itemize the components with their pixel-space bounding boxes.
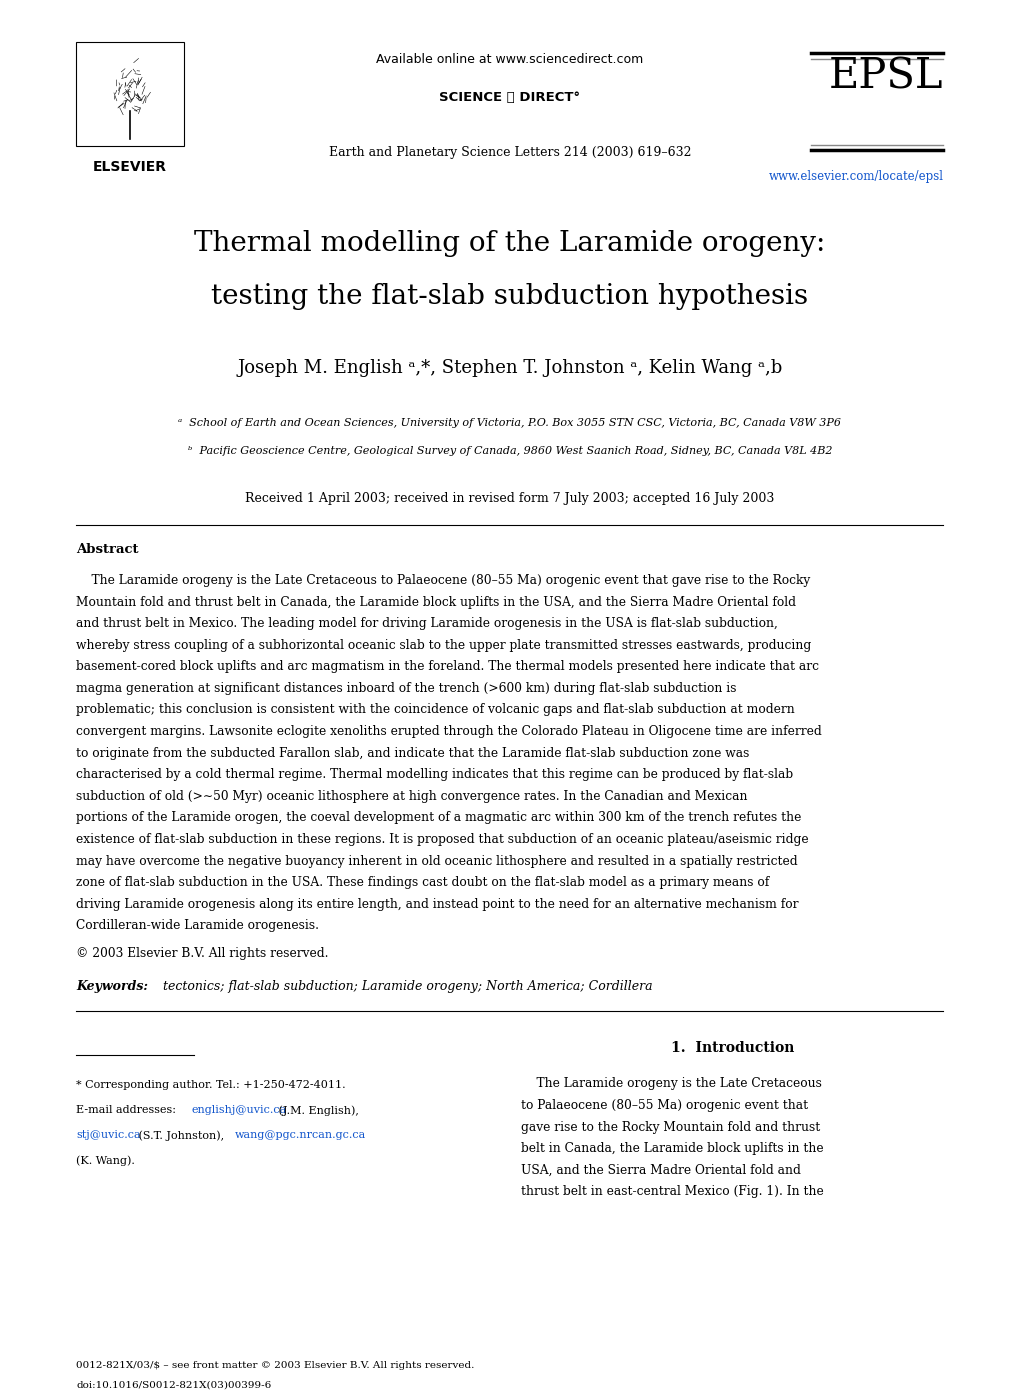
Text: and thrust belt in Mexico. The leading model for driving Laramide orogenesis in : and thrust belt in Mexico. The leading m…	[76, 617, 777, 630]
Text: Available online at www.sciencedirect.com: Available online at www.sciencedirect.co…	[376, 53, 643, 65]
Text: www.elsevier.com/locate/epsl: www.elsevier.com/locate/epsl	[767, 170, 943, 182]
Text: EPSL: EPSL	[828, 56, 943, 98]
Text: ᵃ  School of Earth and Ocean Sciences, University of Victoria, P.O. Box 3055 STN: ᵃ School of Earth and Ocean Sciences, Un…	[178, 418, 841, 428]
Bar	[76, 42, 183, 146]
Text: © 2003 Elsevier B.V. All rights reserved.: © 2003 Elsevier B.V. All rights reserved…	[76, 947, 329, 960]
Text: USA, and the Sierra Madre Oriental fold and: USA, and the Sierra Madre Oriental fold …	[521, 1165, 800, 1177]
Text: existence of flat-slab subduction in these regions. It is proposed that subducti: existence of flat-slab subduction in the…	[76, 833, 808, 846]
Text: Joseph M. English ᵃ,*, Stephen T. Johnston ᵃ, Kelin Wang ᵃ,b: Joseph M. English ᵃ,*, Stephen T. Johnst…	[237, 359, 782, 378]
Text: ELSEVIER: ELSEVIER	[93, 160, 167, 174]
Text: SCIENCE ⓐ DIRECT°: SCIENCE ⓐ DIRECT°	[439, 91, 580, 103]
Text: magma generation at significant distances inboard of the trench (>600 km) during: magma generation at significant distance…	[76, 683, 737, 695]
Text: The Laramide orogeny is the Late Cretaceous to Palaeocene (80–55 Ma) orogenic ev: The Laramide orogeny is the Late Cretace…	[76, 574, 810, 586]
Text: (J.M. English),: (J.M. English),	[275, 1106, 359, 1116]
Text: Abstract: Abstract	[76, 543, 139, 556]
Text: convergent margins. Lawsonite eclogite xenoliths erupted through the Colorado Pl: convergent margins. Lawsonite eclogite x…	[76, 724, 821, 738]
Text: subduction of old (>∼50 Myr) oceanic lithosphere at high convergence rates. In t: subduction of old (>∼50 Myr) oceanic lit…	[76, 790, 747, 802]
Text: Received 1 April 2003; received in revised form 7 July 2003; accepted 16 July 20: Received 1 April 2003; received in revis…	[246, 492, 773, 504]
Text: zone of flat-slab subduction in the USA. These findings cast doubt on the flat-s: zone of flat-slab subduction in the USA.…	[76, 876, 769, 889]
Text: The Laramide orogeny is the Late Cretaceous: The Laramide orogeny is the Late Cretace…	[521, 1078, 821, 1091]
Text: doi:10.1016/S0012-821X(03)00399-6: doi:10.1016/S0012-821X(03)00399-6	[76, 1380, 271, 1389]
Text: * Corresponding author. Tel.: +1-250-472-4011.: * Corresponding author. Tel.: +1-250-472…	[76, 1081, 345, 1091]
Text: Cordilleran-wide Laramide orogenesis.: Cordilleran-wide Laramide orogenesis.	[76, 919, 319, 932]
Text: tectonics; flat-slab subduction; Laramide orogeny; North America; Cordillera: tectonics; flat-slab subduction; Laramid…	[155, 981, 652, 993]
Text: englishj@uvic.ca: englishj@uvic.ca	[192, 1106, 286, 1116]
Text: belt in Canada, the Laramide block uplifts in the: belt in Canada, the Laramide block uplif…	[521, 1142, 823, 1155]
Text: thrust belt in east-central Mexico (Fig. 1). In the: thrust belt in east-central Mexico (Fig.…	[521, 1185, 823, 1198]
Text: problematic; this conclusion is consistent with the coincidence of volcanic gaps: problematic; this conclusion is consiste…	[76, 703, 795, 716]
Text: Earth and Planetary Science Letters 214 (2003) 619–632: Earth and Planetary Science Letters 214 …	[328, 146, 691, 159]
Text: E-mail addresses:: E-mail addresses:	[76, 1106, 179, 1116]
Text: wang@pgc.nrcan.gc.ca: wang@pgc.nrcan.gc.ca	[234, 1131, 366, 1141]
Text: characterised by a cold thermal regime. Thermal modelling indicates that this re: characterised by a cold thermal regime. …	[76, 769, 793, 781]
Text: ᵇ  Pacific Geoscience Centre, Geological Survey of Canada, 9860 West Saanich Roa: ᵇ Pacific Geoscience Centre, Geological …	[187, 446, 832, 456]
Text: basement-cored block uplifts and arc magmatism in the foreland. The thermal mode: basement-cored block uplifts and arc mag…	[76, 660, 818, 673]
Text: (S.T. Johnston),: (S.T. Johnston),	[135, 1131, 227, 1141]
Text: testing the flat-slab subduction hypothesis: testing the flat-slab subduction hypothe…	[211, 283, 808, 309]
Text: gave rise to the Rocky Mountain fold and thrust: gave rise to the Rocky Mountain fold and…	[521, 1121, 819, 1134]
Text: 1.  Introduction: 1. Introduction	[671, 1042, 793, 1056]
Text: (K. Wang).: (K. Wang).	[76, 1156, 136, 1166]
Text: whereby stress coupling of a subhorizontal oceanic slab to the upper plate trans: whereby stress coupling of a subhorizont…	[76, 638, 811, 652]
Text: 0012-821X/03/$ – see front matter © 2003 Elsevier B.V. All rights reserved.: 0012-821X/03/$ – see front matter © 2003…	[76, 1361, 475, 1369]
Text: may have overcome the negative buoyancy inherent in old oceanic lithosphere and : may have overcome the negative buoyancy …	[76, 854, 797, 868]
Text: Thermal modelling of the Laramide orogeny:: Thermal modelling of the Laramide orogen…	[195, 230, 824, 256]
Text: Mountain fold and thrust belt in Canada, the Laramide block uplifts in the USA, : Mountain fold and thrust belt in Canada,…	[76, 595, 796, 609]
Text: to originate from the subducted Farallon slab, and indicate that the Laramide fl: to originate from the subducted Farallon…	[76, 747, 749, 759]
Text: driving Laramide orogenesis along its entire length, and instead point to the ne: driving Laramide orogenesis along its en…	[76, 897, 798, 911]
Text: to Palaeocene (80–55 Ma) orogenic event that: to Palaeocene (80–55 Ma) orogenic event …	[521, 1099, 807, 1112]
Text: stj@uvic.ca: stj@uvic.ca	[76, 1131, 141, 1141]
Text: Keywords:: Keywords:	[76, 981, 149, 993]
Text: portions of the Laramide orogen, the coeval development of a magmatic arc within: portions of the Laramide orogen, the coe…	[76, 811, 801, 825]
